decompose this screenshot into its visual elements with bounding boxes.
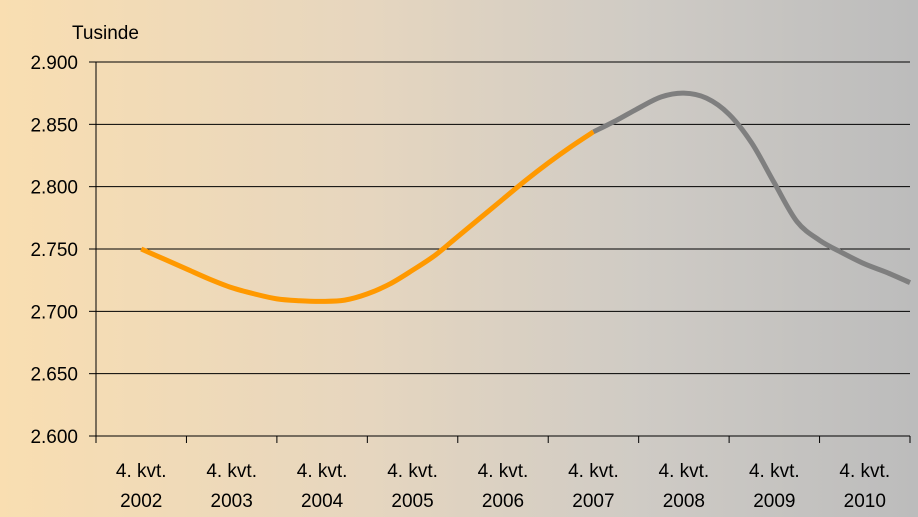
gridlines	[96, 61, 910, 375]
y-tick-label: 2.800	[30, 178, 78, 199]
y-axis-label: Tusinde	[72, 23, 139, 44]
x-tick-label-year: 2005	[391, 491, 433, 512]
x-tick-label-quarter: 4. kvt.	[387, 461, 438, 482]
x-tick-label-year: 2004	[301, 491, 344, 512]
y-tick-label: 2.900	[30, 53, 78, 74]
x-tick-label-quarter: 4. kvt.	[659, 461, 710, 482]
series-lines	[140, 90, 912, 304]
x-tick-label-quarter: 4. kvt.	[297, 461, 348, 482]
x-tick-label-quarter: 4. kvt.	[116, 461, 167, 482]
x-tick-label-quarter: 4. kvt.	[749, 461, 800, 482]
x-tick-label-year: 2010	[844, 491, 886, 512]
y-tick-label: 2.650	[30, 365, 78, 386]
y-tick-label: 2.700	[30, 302, 78, 323]
series-line-2	[592, 90, 912, 285]
x-tick-label-year: 2007	[572, 491, 614, 512]
y-tick-label: 2.850	[30, 115, 78, 136]
y-tick-label: 2.600	[30, 427, 78, 448]
x-tick-label-quarter: 4. kvt.	[839, 461, 890, 482]
tick-labels: 2.600 2.650 2.700 2.750 2.800 2.850 2.900 4. kv…	[30, 53, 890, 512]
x-tick-label-year: 2009	[753, 491, 795, 512]
x-tick-label-year: 2003	[211, 491, 253, 512]
series-line-1	[140, 129, 595, 304]
y-tick-label: 2.750	[30, 240, 78, 261]
x-tick-label-year: 2008	[663, 491, 705, 512]
x-tick-label-quarter: 4. kvt.	[568, 461, 619, 482]
x-tick-label-year: 2006	[482, 491, 524, 512]
axes	[89, 61, 911, 443]
x-tick-label-quarter: 4. kvt.	[478, 461, 529, 482]
x-tick-label-year: 2002	[120, 491, 162, 512]
x-tick-label-quarter: 4. kvt.	[206, 461, 257, 482]
